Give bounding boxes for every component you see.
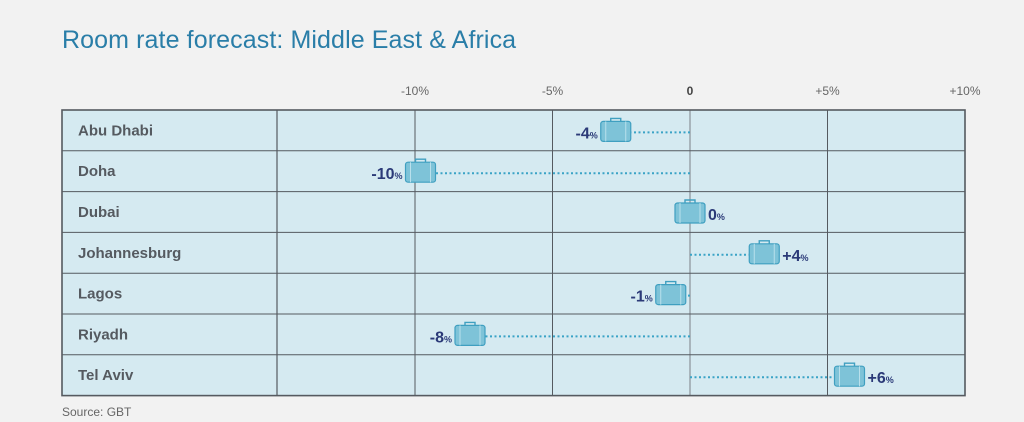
tick-label: +10% <box>949 84 980 98</box>
value-label: -10% <box>371 166 402 183</box>
row-label: Doha <box>78 163 116 180</box>
row-label: Dubai <box>78 204 120 221</box>
source-note: Source: GBT <box>62 405 132 419</box>
value-label: -8% <box>430 329 452 346</box>
suitcase-icon <box>833 362 866 387</box>
tick-label: 0 <box>687 84 694 98</box>
suitcase-icon <box>600 117 632 142</box>
row-label: Lagos <box>78 286 122 303</box>
tick-label: +5% <box>815 84 840 98</box>
suitcase-icon <box>454 321 486 346</box>
suitcase-icon <box>655 280 687 306</box>
value-label: +6% <box>868 370 894 387</box>
row-label: Johannesburg <box>78 245 181 262</box>
row-label: Riyadh <box>78 326 128 343</box>
value-label: -1% <box>631 289 653 306</box>
suitcase-icon <box>748 240 780 265</box>
plot-frame <box>61 109 966 397</box>
tick-label: -10% <box>401 84 429 98</box>
row-label: Abu Dhabi <box>78 122 153 139</box>
value-label: 0% <box>708 207 725 224</box>
value-label: -4% <box>576 125 598 142</box>
plot-background <box>62 110 965 396</box>
chart-title: Room rate forecast: Middle East & Africa <box>62 26 517 54</box>
suitcase-icon <box>404 158 437 183</box>
tick-label: -5% <box>542 84 564 98</box>
row-label: Tel Aviv <box>78 367 134 384</box>
suitcase-icon <box>674 199 706 224</box>
value-label: +4% <box>782 248 808 265</box>
